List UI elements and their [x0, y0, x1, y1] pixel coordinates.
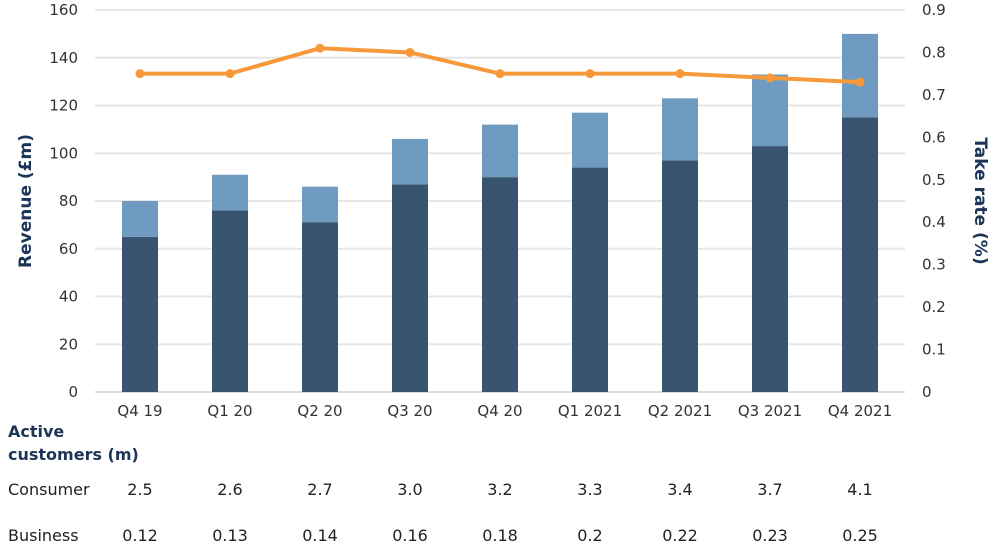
table-cell: 2.6 [217, 480, 243, 499]
bar-segment-lower [302, 222, 338, 392]
bar-segment-upper [212, 174, 248, 211]
y2-tick-label: 0.6 [922, 128, 946, 146]
y2-tick-label: 0.4 [922, 213, 946, 231]
table-cell: 0.18 [482, 526, 518, 545]
take-rate-point [225, 69, 235, 79]
bar-segment-lower [662, 160, 698, 392]
take-rate-point [405, 47, 415, 57]
y2-tick-label: 0.2 [922, 298, 946, 316]
table-cell: 2.5 [127, 480, 153, 499]
take-rate-point [585, 69, 595, 79]
table-cell: 4.1 [847, 480, 873, 499]
y-tick-label: 20 [59, 335, 78, 353]
table-cell: 3.4 [667, 480, 693, 499]
bar-segment-lower [482, 177, 518, 392]
table-cell: 2.7 [307, 480, 333, 499]
table-cell: 3.0 [397, 480, 423, 499]
y-tick-label: 0 [68, 383, 78, 401]
bar-segment-lower [392, 184, 428, 392]
y2-tick-label: 0.7 [922, 86, 946, 104]
revenue-take-rate-chart: 0 20 40 60 80 100 120 140 160 0 0.1 0.2 0.3 0.4 0.5 0.6… [16, 1, 990, 420]
x-tick-label: Q1 2021 [558, 402, 622, 420]
bar-segment-upper [752, 74, 788, 147]
y2-tick-label: 0 [922, 383, 932, 401]
take-rate-point [495, 69, 505, 79]
table-cell: 0.2 [577, 526, 603, 545]
y-tick-label: 160 [49, 1, 78, 19]
bar-segment-upper [392, 138, 428, 185]
take-rate-point [855, 77, 865, 87]
bar-segment-lower [572, 167, 608, 392]
x-tick-label: Q1 20 [207, 402, 252, 420]
table-cell: 0.25 [842, 526, 878, 545]
y-axis-title: Revenue (£m) [16, 134, 36, 268]
table-cell: 3.7 [757, 480, 783, 499]
table-cell: 3.2 [487, 480, 513, 499]
y-tick-label: 100 [49, 144, 78, 162]
table-header: Active customers (m) [8, 422, 139, 464]
y-tick-label: 60 [59, 240, 78, 258]
bar-segment-lower [842, 117, 878, 392]
bar-segment-lower [122, 236, 158, 392]
y2-tick-label: 0.5 [922, 171, 946, 189]
x-tick-label: Q2 2021 [648, 402, 712, 420]
y-tick-label: 40 [59, 288, 78, 306]
row-label-consumer: Consumer [8, 480, 90, 499]
y-tick-label: 140 [49, 49, 78, 67]
bar-segment-upper [662, 98, 698, 161]
x-tick-label: Q4 20 [477, 402, 522, 420]
bar-segment-upper [482, 124, 518, 178]
bar-segment-upper [302, 186, 338, 223]
row-label-business: Business [8, 526, 79, 545]
y-tick-label: 80 [59, 192, 78, 210]
bar-segment-lower [752, 146, 788, 392]
bar-segment-upper [122, 201, 158, 237]
table-cell: 0.13 [212, 526, 248, 545]
x-tick-label: Q4 2021 [828, 402, 892, 420]
y2-tick-label: 0.8 [922, 43, 946, 61]
x-tick-label: Q3 20 [387, 402, 432, 420]
take-rate-point [765, 73, 775, 83]
y2-tick-label: 0.3 [922, 256, 946, 274]
y2-tick-label: 0.9 [922, 1, 946, 19]
table-cell: 0.16 [392, 526, 428, 545]
take-rate-point [315, 43, 325, 53]
bar-segment-upper [572, 112, 608, 168]
take-rate-point [675, 69, 685, 79]
take-rate-point [135, 69, 145, 79]
bar-segment-upper [842, 33, 878, 118]
y2-tick-label: 0.1 [922, 341, 946, 359]
table-cell: 0.12 [122, 526, 158, 545]
table-cell: 0.23 [752, 526, 788, 545]
bar-segment-lower [212, 210, 248, 392]
y-tick-label: 120 [49, 97, 78, 115]
y2-axis-title: Take rate (%) [970, 137, 990, 264]
x-tick-label: Q2 20 [297, 402, 342, 420]
x-tick-label: Q3 2021 [738, 402, 802, 420]
x-tick-label: Q4 19 [117, 402, 162, 420]
table-cell: 3.3 [577, 480, 603, 499]
table-cell: 0.14 [302, 526, 338, 545]
table-cell: 0.22 [662, 526, 698, 545]
